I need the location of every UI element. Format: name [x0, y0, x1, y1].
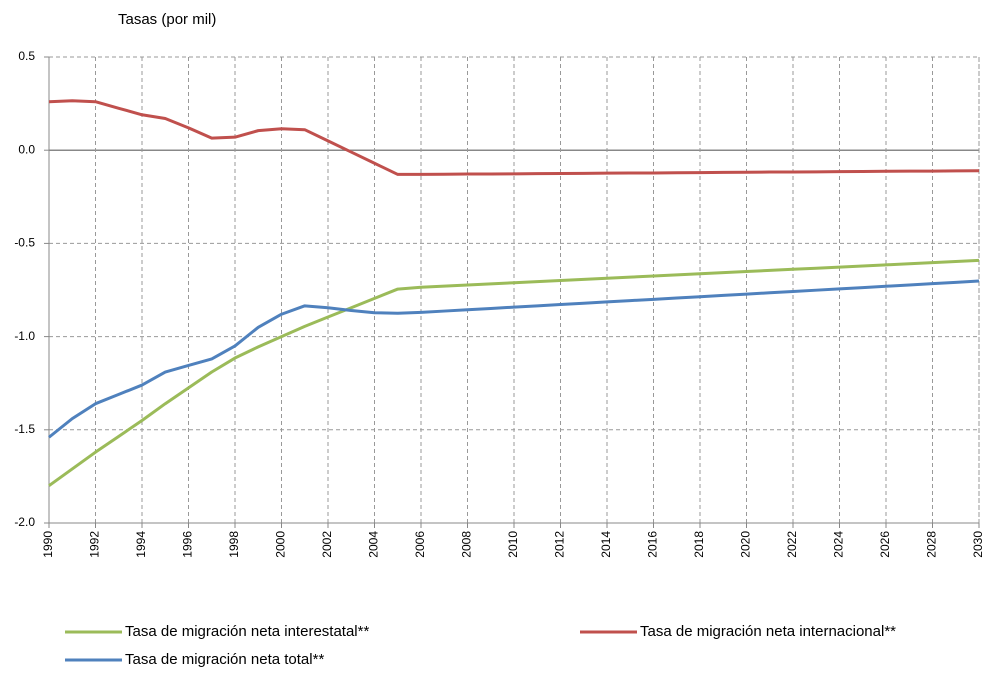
- series-line: [48, 99, 980, 176]
- y-tick-label: -0.5: [14, 236, 35, 250]
- x-tick-label: 1992: [88, 531, 102, 558]
- series-line: [48, 258, 980, 487]
- x-tick-label: 2016: [646, 531, 660, 558]
- x-tick-label: 2010: [506, 531, 520, 558]
- legend-label: Tasa de migración neta total**: [125, 651, 324, 668]
- y-tick-label: -1.5: [14, 422, 35, 436]
- x-tick-label: 2026: [878, 531, 892, 558]
- x-tick-label: 1994: [134, 531, 148, 558]
- y-tick-label: 0.5: [18, 49, 35, 63]
- y-tick-label: 0.0: [18, 142, 35, 156]
- x-tick-label: 1990: [41, 531, 55, 558]
- x-tick-label: 2008: [460, 531, 474, 558]
- legend-label: Tasa de migración neta internacional**: [640, 623, 896, 640]
- x-tick-label: 1996: [181, 531, 195, 558]
- x-tick-label: 2028: [925, 531, 939, 558]
- x-tick-label: 1998: [227, 531, 241, 558]
- x-tick-label: 2004: [367, 531, 381, 558]
- x-tick-label: 2006: [413, 531, 427, 558]
- x-tick-label: 2020: [739, 531, 753, 558]
- x-tick-label: 2018: [692, 531, 706, 558]
- y-axis-label: Tasas (por mil): [118, 11, 216, 28]
- x-tick-label: 2014: [599, 531, 613, 558]
- y-tick-label: -2.0: [14, 515, 35, 529]
- x-tick-label: 2030: [971, 531, 985, 558]
- x-tick-label: 2012: [553, 531, 567, 558]
- y-tick-label: -1.0: [14, 329, 35, 343]
- x-tick-label: 2000: [274, 531, 288, 558]
- x-tick-label: 2024: [832, 531, 846, 558]
- legend-label: Tasa de migración neta interestatal**: [125, 623, 369, 640]
- x-tick-label: 2022: [785, 531, 799, 558]
- series-line: [48, 279, 980, 439]
- x-tick-label: 2002: [320, 531, 334, 558]
